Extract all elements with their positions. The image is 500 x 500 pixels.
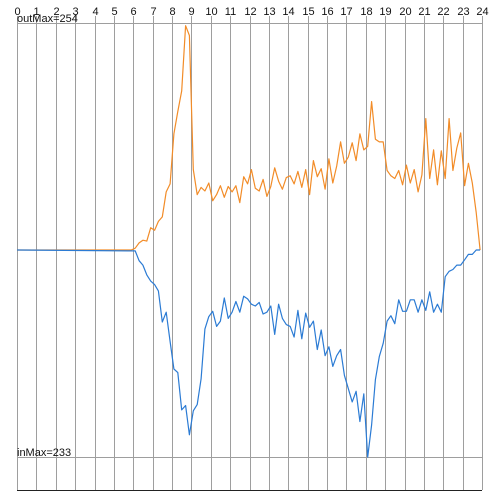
in-max-label: inMax=233 (17, 447, 71, 459)
x-tick-labels: 0 1 2 3 4 5 6 7 8 9 10 11 12 13 14 15 16 17 18 19 20 21 22 23 24 (14, 6, 488, 18)
x-tick-6: 6 (130, 6, 136, 18)
x-tick-13: 13 (263, 6, 275, 18)
x-tick-17: 17 (340, 6, 352, 18)
series-layer (16, 25, 481, 458)
x-tick-1: 1 (33, 6, 39, 18)
x-tick-21: 21 (418, 6, 430, 18)
x-tick-18: 18 (360, 6, 372, 18)
x-tick-10: 10 (205, 6, 217, 18)
x-tick-7: 7 (150, 6, 156, 18)
x-tick-11: 11 (225, 6, 236, 18)
x-tick-24: 24 (476, 6, 488, 18)
max-labels: outMax=254 inMax=233 (17, 13, 78, 459)
x-tick-14: 14 (282, 6, 294, 18)
reference-lines (17, 23, 482, 458)
x-tick-5: 5 (111, 6, 117, 18)
x-tick-15: 15 (302, 6, 314, 18)
x-tick-23: 23 (457, 6, 469, 18)
x-tick-20: 20 (399, 6, 411, 18)
x-tick-22: 22 (437, 6, 449, 18)
x-tick-16: 16 (321, 6, 333, 18)
x-tick-19: 19 (379, 6, 391, 18)
x-tick-9: 9 (188, 6, 194, 18)
out-max-label: outMax=254 (17, 13, 78, 25)
x-tick-0: 0 (14, 6, 20, 18)
x-tick-8: 8 (169, 6, 175, 18)
vertical-grid (17, 16, 483, 490)
series-line-out (17, 25, 481, 251)
x-tick-2: 2 (53, 6, 59, 18)
x-tick-3: 3 (72, 6, 78, 18)
x-tick-12: 12 (244, 6, 256, 18)
series-line-in (16, 249, 481, 458)
x-tick-4: 4 (92, 6, 98, 18)
